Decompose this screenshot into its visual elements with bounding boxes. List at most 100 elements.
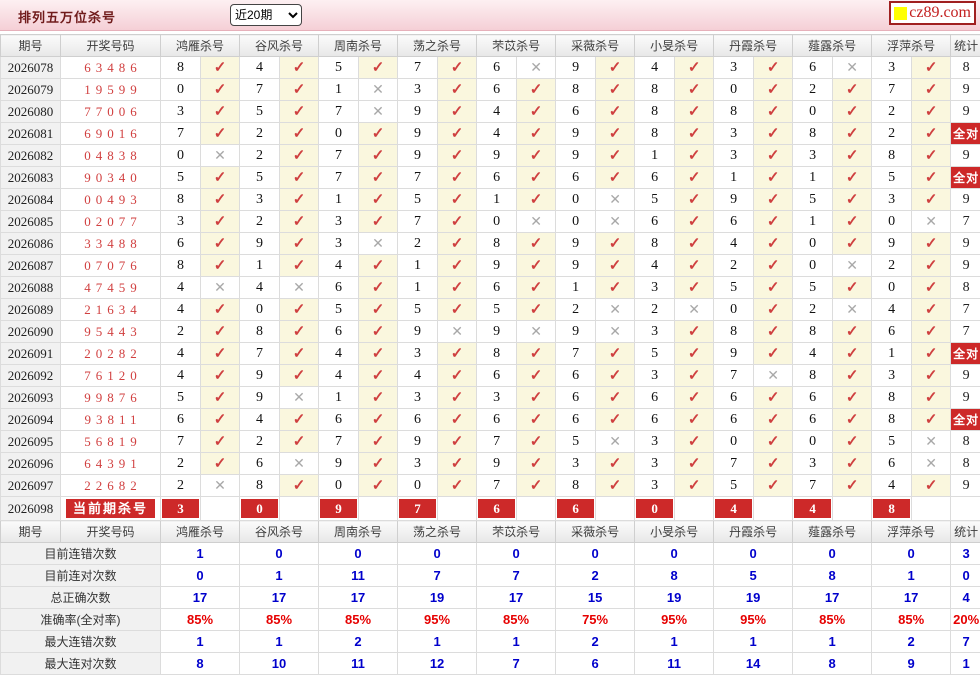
cross-icon: ✕ (372, 81, 384, 97)
kill-digit-cell: 6 (319, 409, 359, 431)
kill-digit-cell: 4 (161, 277, 201, 299)
check-icon: ✓ (609, 257, 622, 274)
kill-mark-cell: ✓ (201, 255, 240, 277)
kill-mark-cell: ✓ (912, 167, 951, 189)
check-icon: ✓ (846, 455, 859, 472)
kill-digit-cell: 1 (319, 189, 359, 211)
kill-mark-cell: ✓ (280, 299, 319, 321)
col-header-kill-1: 鸿雁杀号 (161, 521, 240, 543)
kill-mark-cell: ✕ (596, 299, 635, 321)
stat-cell: 9 (951, 255, 980, 277)
kill-digit-cell: 6 (477, 277, 517, 299)
winning-number-cell: 47459 (61, 277, 161, 299)
kill-mark-cell: ✕ (438, 321, 477, 343)
check-icon: ✓ (530, 477, 543, 494)
kill-digit-cell: 2 (635, 299, 675, 321)
current-kill-badge: 4 (794, 499, 831, 518)
cross-icon: ✕ (372, 103, 384, 119)
cross-icon: ✕ (846, 301, 858, 317)
check-icon: ✓ (767, 213, 780, 230)
check-icon: ✓ (688, 191, 701, 208)
kill-digit-cell: 4 (872, 299, 912, 321)
empty-mark-cell (754, 497, 793, 521)
summary-value-cell: 19 (714, 587, 793, 609)
col-header-kill-2: 谷风杀号 (240, 521, 319, 543)
kill-digit-cell: 4 (161, 365, 201, 387)
stat-cell: 9 (951, 387, 980, 409)
kill-digit-cell: 4 (635, 255, 675, 277)
kill-digit-cell: 0 (793, 431, 833, 453)
top-bar: 排列五万位杀号 近20期 cz89.com (0, 0, 980, 31)
summary-value-cell: 9 (872, 653, 951, 675)
kill-digit-cell: 1 (872, 343, 912, 365)
kill-digit-cell: 5 (477, 299, 517, 321)
check-icon: ✓ (767, 125, 780, 142)
current-kill-digit-cell: 4 (793, 497, 833, 521)
winning-number-cell: 00493 (61, 189, 161, 211)
kill-mark-cell: ✕ (280, 387, 319, 409)
kill-digit-cell: 3 (714, 57, 754, 79)
summary-value-cell: 1 (872, 565, 951, 587)
winning-number-cell: 99876 (61, 387, 161, 409)
check-icon: ✓ (609, 367, 622, 384)
kill-mark-cell: ✓ (517, 189, 556, 211)
kill-mark-cell: ✓ (280, 167, 319, 189)
kill-digit-cell: 1 (319, 79, 359, 101)
summary-value-cell: 2 (872, 631, 951, 653)
current-kill-badge: 0 (241, 499, 278, 518)
cross-icon: ✕ (609, 323, 621, 339)
empty-mark-cell (201, 497, 240, 521)
summary-value-cell: 0 (793, 543, 872, 565)
kill-mark-cell: ✓ (912, 145, 951, 167)
kill-mark-cell: ✓ (359, 145, 398, 167)
kill-mark-cell: ✓ (359, 189, 398, 211)
kill-mark-cell: ✓ (675, 101, 714, 123)
period-range-select[interactable]: 近20期 (230, 4, 302, 26)
kill-digit-cell: 3 (635, 321, 675, 343)
kill-mark-cell: ✓ (833, 475, 872, 497)
kill-mark-cell: ✕ (359, 233, 398, 255)
current-kill-badge: 4 (715, 499, 752, 518)
check-icon: ✓ (214, 455, 227, 472)
summary-value-cell: 17 (161, 587, 240, 609)
kill-digit-cell: 5 (398, 189, 438, 211)
summary-value-cell: 0 (161, 565, 240, 587)
kill-digit-cell: 9 (398, 101, 438, 123)
kill-mark-cell: ✓ (833, 79, 872, 101)
check-icon: ✓ (372, 279, 385, 296)
kill-mark-cell: ✓ (912, 79, 951, 101)
check-icon: ✓ (688, 367, 701, 384)
kill-mark-cell: ✓ (517, 79, 556, 101)
kill-mark-cell: ✓ (754, 145, 793, 167)
current-kill-badge: 6 (557, 499, 594, 518)
col-header-kill-7: 小旻杀号 (635, 35, 714, 57)
kill-digit-cell: 3 (161, 101, 201, 123)
page-title: 排列五万位杀号 (18, 7, 116, 26)
kill-digit-cell: 4 (477, 123, 517, 145)
kill-mark-cell: ✓ (912, 387, 951, 409)
kill-mark-cell: ✓ (833, 145, 872, 167)
kill-mark-cell: ✓ (201, 343, 240, 365)
kill-digit-cell: 6 (477, 79, 517, 101)
col-header-kill-1: 鸿雁杀号 (161, 35, 240, 57)
kill-mark-cell: ✕ (359, 101, 398, 123)
kill-mark-cell: ✓ (438, 57, 477, 79)
kill-digit-cell: 1 (398, 277, 438, 299)
check-icon: ✓ (214, 301, 227, 318)
site-logo[interactable]: cz89.com (889, 1, 976, 25)
kill-mark-cell: ✕ (912, 211, 951, 233)
check-icon: ✓ (530, 257, 543, 274)
kill-mark-cell: ✓ (912, 255, 951, 277)
kill-digit-cell: 4 (714, 233, 754, 255)
kill-digit-cell: 4 (319, 255, 359, 277)
kill-mark-cell: ✓ (280, 79, 319, 101)
kill-mark-cell: ✓ (359, 57, 398, 79)
period-cell: 2026082 (1, 145, 61, 167)
period-cell: 2026092 (1, 365, 61, 387)
kill-digit-cell: 4 (161, 299, 201, 321)
kill-digit-cell: 8 (793, 365, 833, 387)
winning-number-cell: 04838 (61, 145, 161, 167)
winning-number-cell: 64391 (61, 453, 161, 475)
summary-value-cell: 0 (398, 543, 477, 565)
